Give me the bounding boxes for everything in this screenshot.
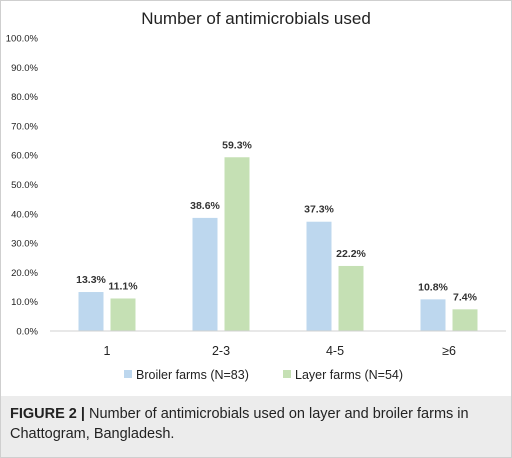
bar-layer [338, 265, 364, 331]
caption-box [1, 396, 511, 457]
bar-layer [452, 309, 478, 331]
bar-broiler [78, 292, 104, 331]
caption-text: Number of antimicrobials used on layer a… [10, 406, 469, 442]
y-tick-label: 10.0% [11, 297, 38, 308]
x-tick-label: 4-5 [326, 344, 344, 358]
bar-broiler [306, 221, 332, 331]
data-label: 22.2% [336, 248, 366, 260]
y-tick-label: 80.0% [11, 92, 38, 103]
data-label: 37.3% [304, 204, 334, 216]
y-tick-label: 40.0% [11, 209, 38, 220]
x-tick-label: ≥6 [442, 344, 456, 358]
y-tick-label: 0.0% [16, 327, 38, 338]
bar-layer [110, 298, 136, 331]
data-label: 10.8% [418, 281, 448, 293]
data-label: 13.3% [76, 274, 106, 286]
y-tick-label: 20.0% [11, 268, 38, 279]
data-label: 7.4% [453, 291, 478, 303]
bar-broiler [420, 299, 446, 331]
legend-swatch [124, 370, 132, 378]
bar-chart: Number of antimicrobials used 0.0% 10.0% 2… [6, 9, 506, 382]
caption-label: FIGURE 2 | [10, 406, 85, 422]
x-axis: 1 2-3 4-5 ≥6 [104, 344, 456, 358]
y-axis: 0.0% 10.0% 20.0% 30.0% 40.0% 50.0% 60.0% 70.0% 8… [6, 34, 39, 338]
legend-swatch [283, 370, 291, 378]
y-tick-label: 90.0% [11, 63, 38, 74]
data-label: 11.1% [108, 280, 138, 292]
x-tick-label: 1 [104, 344, 111, 358]
y-tick-label: 60.0% [11, 151, 38, 162]
y-tick-label: 50.0% [11, 180, 38, 191]
legend-label: Broiler farms (N=83) [136, 368, 249, 382]
legend-label: Layer farms (N=54) [295, 368, 403, 382]
x-tick-label: 2-3 [212, 344, 230, 358]
legend: Broiler farms (N=83) Layer farms (N=54) [124, 368, 403, 382]
y-tick-label: 70.0% [11, 121, 38, 132]
figure-caption: FIGURE 2 | Number of antimicrobials used… [10, 404, 502, 444]
bar-layer [224, 157, 250, 331]
chart-title: Number of antimicrobials used [141, 9, 371, 28]
y-tick-label: 100.0% [6, 34, 39, 45]
plot-area: 13.3%11.1% 38.6% 59.3% 37.3% 22.2% 10.8% 7.4% [76, 139, 478, 331]
data-label: 59.3% [222, 139, 252, 151]
data-label: 38.6% [190, 200, 220, 212]
y-tick-label: 30.0% [11, 239, 38, 250]
bar-broiler [192, 217, 218, 331]
